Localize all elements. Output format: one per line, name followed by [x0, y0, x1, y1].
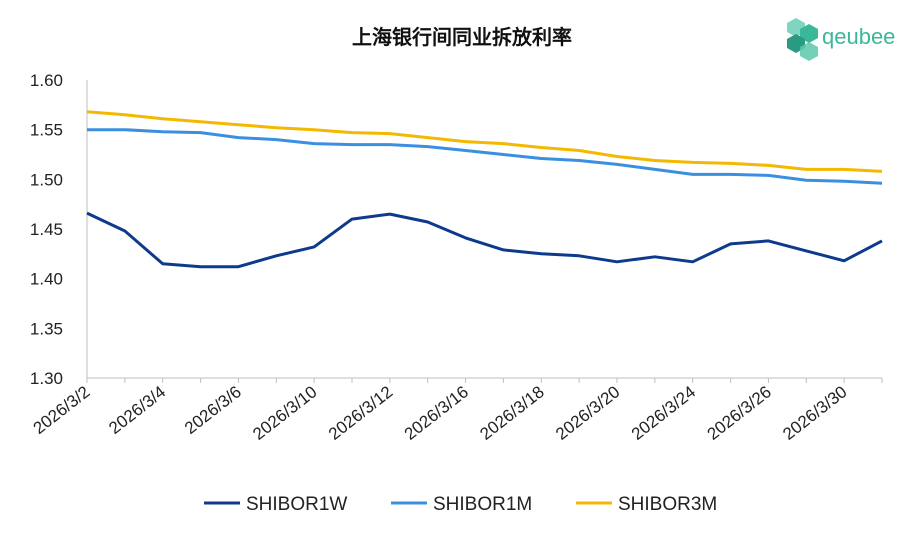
- legend-label-shibor1m: SHIBOR1M: [433, 494, 532, 515]
- y-tick-label: 1.60: [30, 71, 63, 90]
- x-tick-label: 2026/3/4: [105, 382, 169, 438]
- x-tick-label: 2026/3/6: [181, 382, 245, 438]
- legend-item-shibor1m: SHIBOR1M: [391, 494, 532, 515]
- series-line-shibor3m: [86, 110, 883, 173]
- cube-icon: [787, 18, 818, 61]
- x-tick-label: 2026/3/20: [552, 382, 623, 444]
- legend-label-shibor3m: SHIBOR3M: [618, 494, 717, 515]
- x-tick-label: 2026/3/12: [325, 382, 396, 444]
- x-tick-label: 2026/3/24: [628, 382, 699, 444]
- legend-label-shibor1w: SHIBOR1W: [246, 494, 347, 515]
- brand-logo: qeubee: [787, 18, 895, 61]
- y-tick-label: 1.40: [30, 270, 63, 289]
- series-line-shibor1w: [86, 211, 883, 269]
- x-tick-labels: 2026/3/2 2026/3/4 2026/3/6 2026/3/10 2026/3/…: [30, 378, 883, 444]
- y-tick-label: 1.50: [30, 170, 63, 189]
- y-tick-labels: 1.30 1.35 1.40 1.45 1.50 1.55 1.60: [30, 71, 63, 388]
- y-tick-label: 1.30: [30, 369, 63, 388]
- y-tick-label: 1.55: [30, 121, 63, 140]
- series-lines: [86, 110, 883, 269]
- x-tick-label: 2026/3/10: [249, 382, 320, 444]
- brand-name: qeubee: [822, 24, 895, 49]
- y-tick-label: 1.35: [30, 319, 63, 338]
- x-tick-label: 2026/3/18: [476, 382, 547, 444]
- x-tick-label: 2026/3/2: [30, 382, 94, 438]
- x-tick-label: 2026/3/16: [401, 382, 472, 444]
- series-line-shibor1m: [87, 128, 883, 185]
- chart-title: 上海银行间同业拆放利率: [352, 25, 572, 49]
- x-tick-label: 2026/3/26: [704, 382, 775, 444]
- legend: SHIBOR1W SHIBOR1M SHIBOR3M: [204, 494, 717, 515]
- legend-item-shibor3m: SHIBOR3M: [576, 494, 717, 515]
- y-tick-label: 1.45: [30, 220, 63, 239]
- legend-item-shibor1w: SHIBOR1W: [204, 494, 347, 515]
- x-tick-label: 2026/3/30: [779, 382, 850, 444]
